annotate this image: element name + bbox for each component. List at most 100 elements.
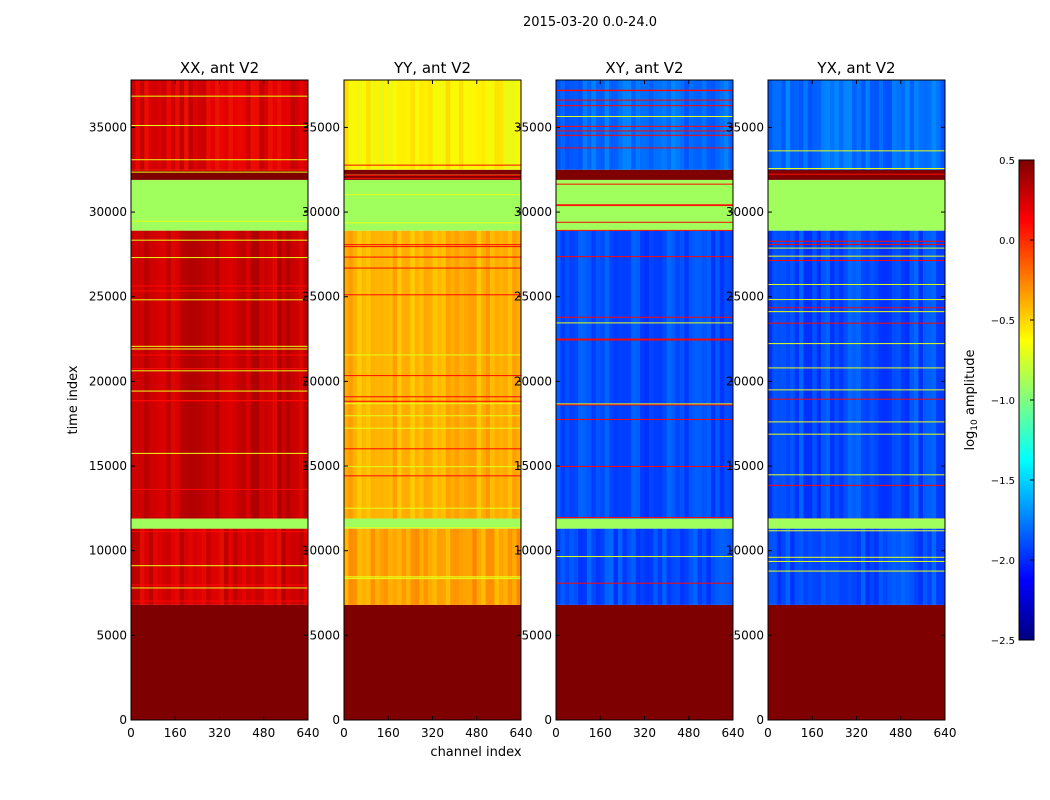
- heatmap-cell: [219, 528, 225, 605]
- colorbar-tick-label: −2.5: [991, 636, 1015, 647]
- heatmap-cell: [414, 230, 420, 519]
- heatmap-flag-line: [556, 99, 733, 101]
- heatmap-flag-line: [344, 427, 521, 429]
- heatmap-cell: [401, 230, 407, 519]
- heatmap-cell: [450, 528, 455, 605]
- heatmap-cell: [940, 230, 946, 519]
- heatmap-cell: [197, 80, 203, 170]
- heatmap-cell: [675, 230, 681, 519]
- heatmap-cell: [622, 230, 628, 519]
- heatmap-panel: YY, ant V2 0 160 320 480 640 0 5000 10000 15000 20…: [302, 59, 533, 740]
- heatmap-flag-line: [556, 322, 733, 324]
- heatmap-flag-line: [131, 348, 308, 350]
- colorbar-label: log10 amplitude: [963, 349, 980, 450]
- heatmap-cell: [161, 230, 167, 519]
- x-tick-label: 640: [510, 726, 533, 740]
- heatmap-cell: [710, 230, 716, 519]
- heatmap-cell: [352, 230, 358, 519]
- heatmap-flag-line: [344, 375, 521, 377]
- heatmap-cell: [927, 230, 933, 519]
- heatmap-cell: [383, 528, 389, 605]
- heatmap-cell: [896, 80, 902, 170]
- y-tick-label: 10000: [89, 544, 127, 558]
- heatmap-cell: [900, 230, 906, 519]
- heatmap-cell: [250, 528, 256, 605]
- heatmap-cell: [768, 528, 773, 605]
- heatmap-cell: [388, 80, 393, 170]
- heatmap-cell: [516, 528, 522, 605]
- y-tick-label: 10000: [302, 544, 340, 558]
- heatmap-flag-line: [768, 173, 945, 175]
- heatmap-cell: [414, 80, 420, 170]
- heatmap-cell: [900, 528, 906, 605]
- heatmap-cell: [223, 80, 229, 170]
- heatmap-flag-line: [131, 124, 308, 126]
- heatmap-flag-line: [556, 465, 733, 467]
- y-tick-label: 30000: [89, 205, 127, 219]
- heatmap-flag-line: [556, 556, 733, 558]
- heatmap-cell: [609, 80, 614, 170]
- heatmap-cell: [556, 528, 561, 605]
- heatmap-cell: [578, 80, 583, 170]
- heatmap-cell: [184, 80, 189, 170]
- heatmap-flag-line: [131, 169, 308, 171]
- heatmap-cell: [503, 528, 509, 605]
- heatmap-cell: [498, 230, 504, 519]
- heatmap-flag-line: [556, 89, 733, 91]
- heatmap-cell: [201, 528, 207, 605]
- heatmap-flag-line: [556, 134, 733, 136]
- heatmap-cell: [184, 230, 189, 519]
- x-tick-label: 160: [801, 726, 824, 740]
- heatmap-cell: [803, 528, 809, 605]
- heatmap-cell: [785, 80, 791, 170]
- heatmap-cell: [503, 80, 509, 170]
- heatmap-cell: [299, 528, 304, 605]
- heatmap-cell: [878, 230, 884, 519]
- heatmap-cell: [856, 230, 862, 519]
- heatmap-flag-line: [131, 354, 308, 356]
- y-tick-label: 0: [119, 713, 127, 727]
- heatmap-flag-line: [131, 488, 308, 490]
- heatmap-cell: [463, 230, 469, 519]
- heatmap-cell: [918, 528, 924, 605]
- heatmap-cell: [644, 528, 650, 605]
- heatmap-flag-line: [131, 587, 308, 589]
- heatmap-cell: [869, 80, 875, 170]
- heatmap-cell: [175, 80, 180, 170]
- heatmap-cell: [361, 80, 367, 170]
- heatmap-flag-line: [556, 338, 733, 340]
- heatmap-cell: [724, 230, 729, 519]
- x-tick-label: 480: [677, 726, 700, 740]
- heatmap-flag-line: [344, 177, 521, 179]
- heatmap-cell: [874, 230, 879, 519]
- heatmap-cell: [423, 528, 429, 605]
- heatmap-flag-line: [768, 570, 945, 572]
- heatmap-cell: [357, 80, 362, 170]
- heatmap-cell: [631, 80, 636, 170]
- y-tick-label: 10000: [726, 544, 764, 558]
- heatmap-cell: [640, 80, 645, 170]
- heatmap-cell: [595, 230, 601, 519]
- heatmap-cell: [812, 230, 817, 519]
- heatmap-cell: [900, 80, 906, 170]
- heatmap-cell: [392, 80, 398, 170]
- heatmap-band: [768, 518, 945, 529]
- heatmap-cell: [357, 528, 362, 605]
- heatmap-panel: YX, ant V2 0 160 320 480 640 0 5000 10000 15000 20…: [726, 59, 957, 740]
- heatmap-cell: [303, 230, 309, 519]
- heatmap-cell: [719, 528, 725, 605]
- heatmap-cell: [781, 80, 786, 170]
- heatmap-cell: [494, 80, 500, 170]
- heatmap-band: [768, 80, 945, 170]
- heatmap-flag-line: [556, 582, 733, 584]
- heatmap-cell: [812, 80, 817, 170]
- heatmap-cell: [157, 528, 163, 605]
- heatmap-flag-line: [768, 474, 945, 476]
- heatmap-flag-line: [768, 299, 945, 301]
- heatmap-flag-line: [344, 415, 521, 417]
- heatmap-cell: [419, 230, 424, 519]
- heatmap-cell: [175, 230, 180, 519]
- heatmap-cell: [139, 528, 145, 605]
- heatmap-cell: [166, 528, 172, 605]
- x-tick-label: 480: [252, 726, 275, 740]
